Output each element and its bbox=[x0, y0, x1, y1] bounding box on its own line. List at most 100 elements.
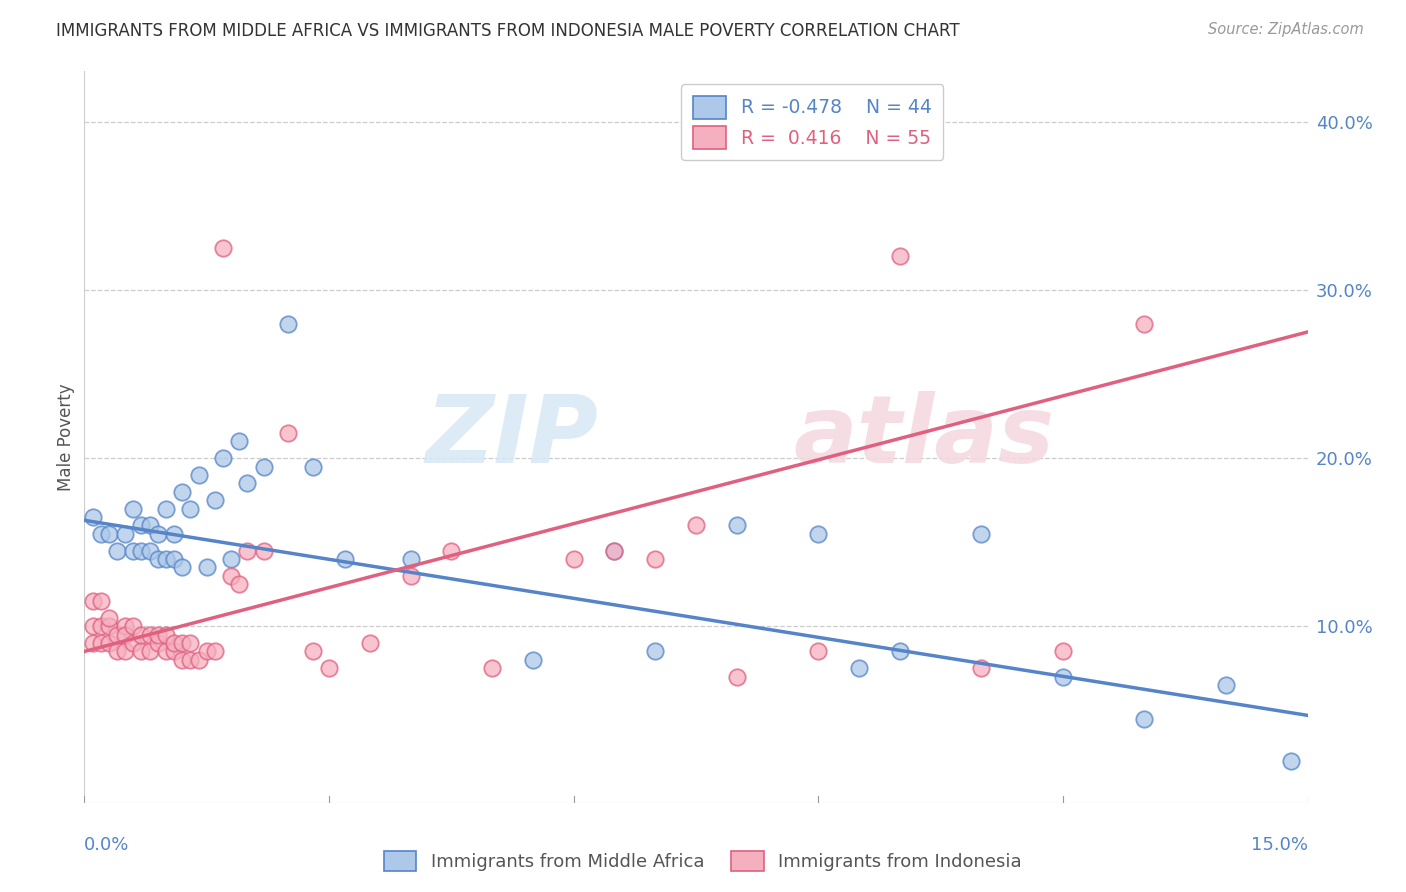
Point bbox=[172, 484, 194, 499]
Point bbox=[889, 249, 911, 263]
Point bbox=[522, 653, 544, 667]
Point bbox=[228, 434, 250, 449]
Point bbox=[725, 670, 748, 684]
Point bbox=[97, 611, 120, 625]
Point bbox=[1133, 317, 1156, 331]
Point bbox=[82, 636, 104, 650]
Point bbox=[114, 619, 136, 633]
Point bbox=[155, 644, 177, 658]
Point bbox=[1052, 644, 1074, 658]
Point bbox=[219, 552, 242, 566]
Point bbox=[889, 644, 911, 658]
Point bbox=[277, 317, 299, 331]
Point bbox=[97, 526, 120, 541]
Point bbox=[848, 661, 870, 675]
Point bbox=[82, 594, 104, 608]
Point bbox=[155, 552, 177, 566]
Point bbox=[163, 636, 186, 650]
Point bbox=[236, 543, 259, 558]
Point bbox=[90, 636, 112, 650]
Point bbox=[179, 653, 201, 667]
Point bbox=[970, 526, 993, 541]
Point bbox=[163, 526, 186, 541]
Point bbox=[335, 552, 357, 566]
Text: ZIP: ZIP bbox=[425, 391, 598, 483]
Point bbox=[138, 627, 160, 641]
Point bbox=[114, 526, 136, 541]
Point bbox=[1279, 754, 1302, 768]
Text: Source: ZipAtlas.com: Source: ZipAtlas.com bbox=[1208, 22, 1364, 37]
Point bbox=[146, 636, 169, 650]
Point bbox=[97, 636, 120, 650]
Point bbox=[725, 518, 748, 533]
Point bbox=[644, 552, 666, 566]
Text: 0.0%: 0.0% bbox=[84, 837, 129, 855]
Legend: Immigrants from Middle Africa, Immigrants from Indonesia: Immigrants from Middle Africa, Immigrant… bbox=[377, 844, 1029, 879]
Point bbox=[155, 627, 177, 641]
Point bbox=[163, 644, 186, 658]
Point bbox=[179, 636, 201, 650]
Point bbox=[90, 619, 112, 633]
Point bbox=[195, 560, 218, 574]
Point bbox=[172, 636, 194, 650]
Point bbox=[301, 459, 323, 474]
Point bbox=[603, 543, 626, 558]
Point bbox=[155, 501, 177, 516]
Point bbox=[318, 661, 340, 675]
Point bbox=[105, 644, 128, 658]
Point bbox=[146, 552, 169, 566]
Point bbox=[562, 552, 585, 566]
Point bbox=[228, 577, 250, 591]
Point bbox=[105, 543, 128, 558]
Point bbox=[122, 636, 145, 650]
Point bbox=[131, 543, 153, 558]
Point bbox=[807, 644, 830, 658]
Point bbox=[1133, 712, 1156, 726]
Point bbox=[212, 451, 235, 466]
Point bbox=[122, 619, 145, 633]
Point bbox=[90, 594, 112, 608]
Point bbox=[277, 425, 299, 440]
Point bbox=[603, 543, 626, 558]
Point bbox=[172, 653, 194, 667]
Point bbox=[82, 510, 104, 524]
Point bbox=[97, 619, 120, 633]
Point bbox=[187, 653, 209, 667]
Point bbox=[179, 501, 201, 516]
Point bbox=[90, 526, 112, 541]
Point bbox=[212, 241, 235, 255]
Point bbox=[253, 459, 276, 474]
Point bbox=[187, 467, 209, 482]
Point bbox=[163, 552, 186, 566]
Point bbox=[219, 569, 242, 583]
Point bbox=[138, 644, 160, 658]
Point bbox=[1215, 678, 1237, 692]
Point bbox=[359, 636, 381, 650]
Point bbox=[970, 661, 993, 675]
Point bbox=[1052, 670, 1074, 684]
Point bbox=[105, 627, 128, 641]
Point bbox=[399, 569, 422, 583]
Point bbox=[399, 552, 422, 566]
Point bbox=[481, 661, 503, 675]
Point bbox=[204, 493, 226, 508]
Point bbox=[236, 476, 259, 491]
Point bbox=[204, 644, 226, 658]
Point bbox=[131, 518, 153, 533]
Point bbox=[131, 627, 153, 641]
Point bbox=[138, 518, 160, 533]
Point bbox=[122, 543, 145, 558]
Point bbox=[122, 501, 145, 516]
Point bbox=[685, 518, 707, 533]
Point bbox=[146, 526, 169, 541]
Point bbox=[301, 644, 323, 658]
Point bbox=[138, 543, 160, 558]
Point bbox=[131, 644, 153, 658]
Point bbox=[195, 644, 218, 658]
Point bbox=[807, 526, 830, 541]
Point bbox=[253, 543, 276, 558]
Point bbox=[114, 644, 136, 658]
Text: atlas: atlas bbox=[794, 391, 1054, 483]
Point bbox=[440, 543, 463, 558]
Point bbox=[114, 627, 136, 641]
